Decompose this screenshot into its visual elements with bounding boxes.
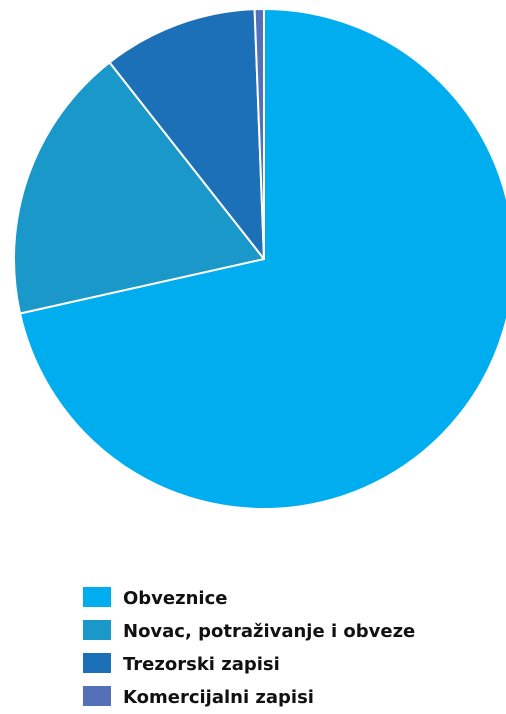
pie-slices — [13, 8, 506, 510]
legend-swatch — [83, 587, 111, 607]
legend-item[interactable]: Trezorski zapisi — [83, 653, 280, 675]
pie-slice-2[interactable] — [13, 61, 265, 315]
pie-slice-4[interactable] — [253, 8, 265, 260]
legend-item[interactable]: Obveznice — [83, 587, 227, 609]
legend: Obveznice Novac, potraživanje i obveze Tre… — [83, 587, 415, 708]
legend-item[interactable]: Komercijalni zapisi — [83, 686, 314, 708]
legend-swatch — [83, 686, 111, 706]
legend-label: Obveznice — [123, 588, 227, 609]
legend-swatch — [83, 653, 111, 673]
pie-slice-3[interactable] — [108, 8, 265, 260]
legend-swatch — [83, 620, 111, 640]
legend-label: Komercijalni zapisi — [123, 687, 314, 708]
legend-label: Trezorski zapisi — [123, 654, 280, 675]
legend-label: Novac, potraživanje i obveze — [123, 621, 415, 642]
legend-item[interactable]: Novac, potraživanje i obveze — [83, 620, 415, 642]
pie-slice-1[interactable] — [19, 8, 506, 510]
